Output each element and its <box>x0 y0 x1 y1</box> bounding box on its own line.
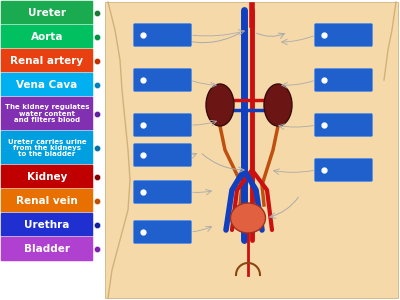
Ellipse shape <box>206 84 234 126</box>
Ellipse shape <box>264 84 292 126</box>
FancyBboxPatch shape <box>105 2 398 298</box>
FancyBboxPatch shape <box>134 113 192 136</box>
FancyBboxPatch shape <box>134 181 192 203</box>
FancyBboxPatch shape <box>0 164 94 190</box>
FancyBboxPatch shape <box>134 23 192 46</box>
Text: The kidney regulates
water content
and filters blood: The kidney regulates water content and f… <box>5 104 89 124</box>
FancyBboxPatch shape <box>314 23 372 46</box>
FancyBboxPatch shape <box>0 1 94 26</box>
Text: Urethra: Urethra <box>24 220 70 230</box>
FancyBboxPatch shape <box>0 212 94 238</box>
FancyBboxPatch shape <box>314 158 372 182</box>
FancyBboxPatch shape <box>0 49 94 74</box>
FancyBboxPatch shape <box>0 188 94 214</box>
FancyBboxPatch shape <box>0 130 94 166</box>
Text: Ureter: Ureter <box>28 8 66 18</box>
Text: Renal vein: Renal vein <box>16 196 78 206</box>
FancyBboxPatch shape <box>0 25 94 50</box>
FancyBboxPatch shape <box>134 143 192 167</box>
FancyBboxPatch shape <box>0 97 94 131</box>
Ellipse shape <box>230 203 266 233</box>
Text: Bladder: Bladder <box>24 244 70 254</box>
FancyBboxPatch shape <box>0 236 94 262</box>
Text: Aorta: Aorta <box>31 32 63 42</box>
FancyBboxPatch shape <box>0 73 94 98</box>
Text: Vena Cava: Vena Cava <box>16 80 78 90</box>
FancyBboxPatch shape <box>134 68 192 92</box>
Text: Renal artery: Renal artery <box>10 56 84 66</box>
FancyBboxPatch shape <box>314 68 372 92</box>
FancyBboxPatch shape <box>314 113 372 136</box>
FancyBboxPatch shape <box>134 220 192 244</box>
Text: Kidney: Kidney <box>27 172 67 182</box>
Text: Ureter carries urine
from the kidneys
to the bladder: Ureter carries urine from the kidneys to… <box>8 139 86 158</box>
